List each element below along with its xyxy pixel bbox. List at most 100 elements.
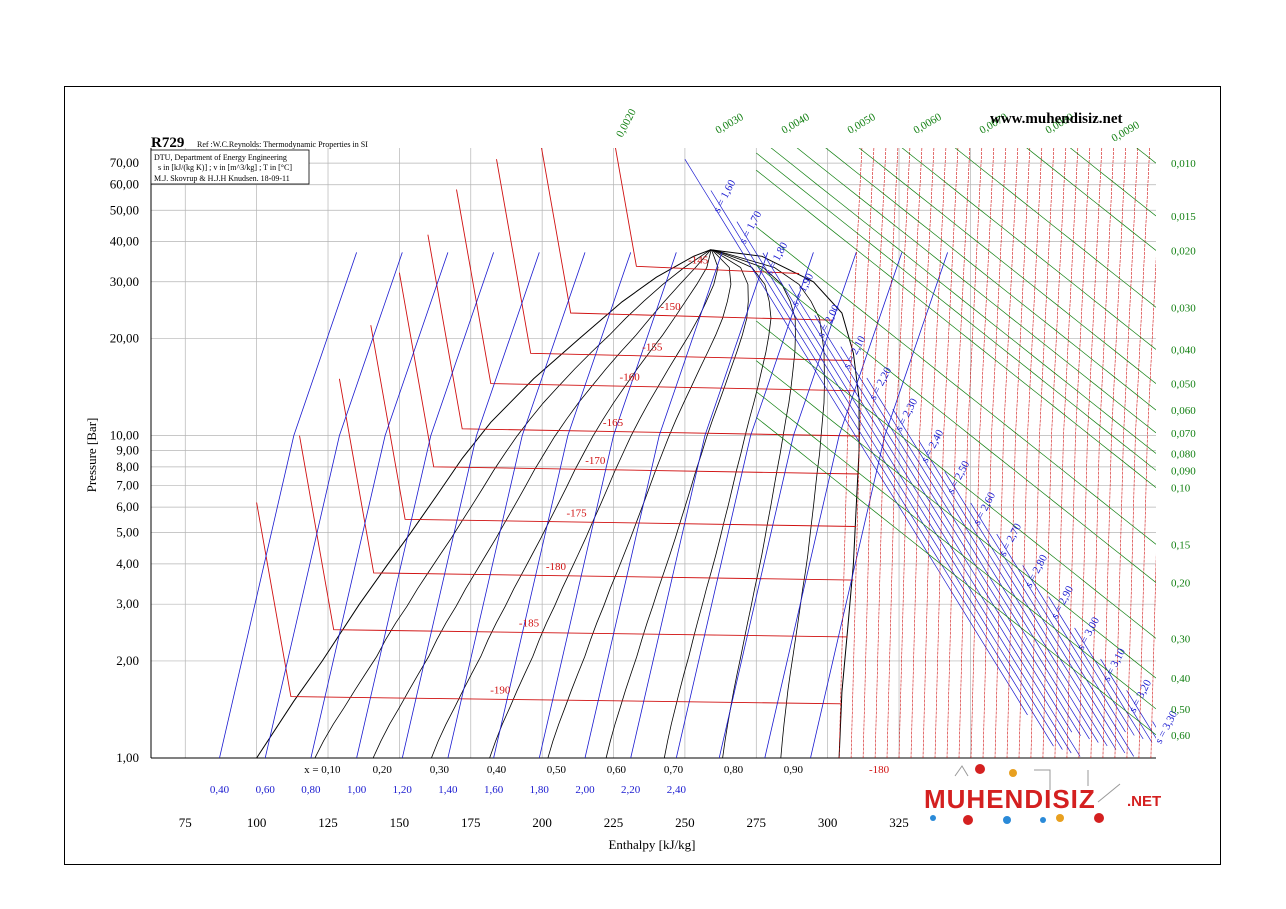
entropy-bottom-label: 2,20 [621, 784, 641, 796]
entropy-bottom-label: 1,40 [438, 784, 458, 796]
entropy-label: s = 1,60 [711, 177, 738, 214]
quality-label: 0,30 [430, 764, 450, 776]
superheat-isotherm [1126, 148, 1150, 758]
circuit-icon [954, 765, 1121, 803]
y-tick-label: 2,00 [116, 653, 139, 668]
volume-label-top: 0,0050 [846, 111, 879, 137]
x-tick-label: 175 [461, 815, 481, 830]
isochor-line [756, 152, 1156, 471]
x-tick-label: 225 [604, 815, 624, 830]
y-tick-label: 50,00 [110, 202, 139, 217]
entropy-line [736, 221, 1063, 750]
isotherm-label: -190 [490, 685, 511, 697]
isotherm-label: -175 [566, 507, 587, 519]
quality-line [710, 249, 796, 758]
entropy-line [814, 315, 1073, 733]
isotherm-line [256, 502, 842, 705]
superheat-isotherm [946, 148, 971, 758]
isochor-line [954, 148, 1156, 308]
x-tick-label: 200 [532, 815, 552, 830]
quality-label: 0,20 [373, 764, 393, 776]
quality-line [431, 249, 712, 758]
entropy-line [1152, 721, 1156, 728]
info-box: R729 Ref :W.C.Reynolds: Thermodynamic Pr… [150, 135, 368, 185]
superheat-isotherm [1150, 553, 1156, 758]
superheat-isotherm [970, 148, 995, 758]
superheat-isotherm [1042, 148, 1067, 758]
y-tick-label: 1,00 [116, 750, 139, 765]
superheat-temp-label: -180 [869, 764, 890, 776]
superheat-isotherm [1102, 148, 1126, 758]
isochor-line [756, 391, 1156, 710]
isotherm-line [615, 148, 800, 274]
volume-label-top: 0,0030 [714, 111, 747, 137]
quality-line [710, 249, 825, 758]
isotherm-label: -180 [546, 561, 567, 573]
plot-lines [219, 148, 1156, 758]
volume-label-right: 0,20 [1171, 578, 1191, 590]
superheat-isotherm [994, 148, 1019, 758]
entropy-label: s = 2,90 [1049, 584, 1076, 621]
entropy-line [684, 159, 1028, 716]
volume-label-right: 0,020 [1171, 246, 1196, 258]
volume-label-top: 0,0020 [614, 107, 639, 140]
isotherm-line [370, 325, 857, 527]
isochor-line [901, 148, 1156, 350]
isotherm-label: -185 [519, 618, 540, 630]
entropy-line [996, 533, 1134, 757]
info-box-rect [150, 149, 310, 185]
volume-label-right: 0,040 [1171, 344, 1196, 356]
entropy-line [810, 252, 948, 758]
volume-label-top: 0,0040 [780, 111, 813, 137]
entropy-label: s = 3,10 [1101, 646, 1128, 683]
grid [150, 148, 1156, 759]
isochor-line [858, 148, 1156, 384]
volume-label-right: 0,10 [1171, 483, 1191, 495]
y-tick-label: 10,00 [110, 428, 139, 443]
quality-label: 0,50 [547, 764, 567, 776]
entropy-line [718, 252, 857, 758]
superheat-isotherm [982, 148, 1007, 758]
entropy-line [764, 252, 903, 758]
isotherm-line [541, 148, 834, 321]
entropy-label: s = 1,90 [789, 271, 816, 308]
entropy-label: s = 2,50 [945, 459, 972, 496]
superheat-isotherm [886, 148, 911, 758]
entropy-line [944, 471, 1117, 750]
quality-label: 0,80 [724, 764, 744, 776]
website-label[interactable]: www.muhendisiz.net [990, 111, 1123, 127]
volume-label-top: 0,0060 [912, 111, 945, 137]
entropy-label: s = 2,70 [997, 521, 1024, 558]
quality-label: x = 0,10 [304, 764, 341, 776]
entropy-bottom-label: 2,40 [667, 784, 687, 796]
isotherm-label: -145 [688, 254, 709, 266]
gear-icon [930, 764, 1104, 825]
x-tick-label: 150 [390, 815, 410, 830]
chart-labels: 1,00 2,00 3,00 4,00 5,00 6,00 7,00 8,00 9,0010,0… [110, 107, 1197, 830]
volume-label-right: 0,070 [1171, 428, 1196, 440]
superheat-isotherm [1138, 256, 1156, 758]
entropy-line [1048, 596, 1135, 736]
isotherm-line [398, 272, 860, 475]
entropy-line [1022, 565, 1126, 733]
units-text: s in [kJ/(kg K)] ; v in [m^3/kg] ; T in … [158, 163, 292, 172]
entropy-bottom-label: 1,20 [393, 784, 413, 796]
superheat-isotherm [1018, 148, 1043, 758]
quality-line [663, 249, 772, 758]
volume-label-right: 0,030 [1171, 302, 1196, 314]
quality-line [489, 249, 719, 758]
volume-label-right: 0,050 [1171, 379, 1196, 391]
quality-label: 0,90 [784, 764, 804, 776]
isotherm-label: -165 [603, 417, 624, 429]
entropy-label: s = 2,60 [971, 490, 998, 527]
y-tick-label: 8,00 [116, 459, 139, 474]
isochor-line [1069, 148, 1156, 217]
entropy-label: s = 3,00 [1075, 615, 1102, 652]
entropy-line [710, 190, 1054, 747]
entropy-line [356, 252, 494, 758]
volume-label-right: 0,010 [1171, 158, 1196, 170]
entropy-line [892, 409, 1099, 743]
entropy-line [788, 284, 1081, 757]
x-tick-label: 325 [889, 815, 909, 830]
entropy-label: s = 1,70 [737, 209, 764, 246]
